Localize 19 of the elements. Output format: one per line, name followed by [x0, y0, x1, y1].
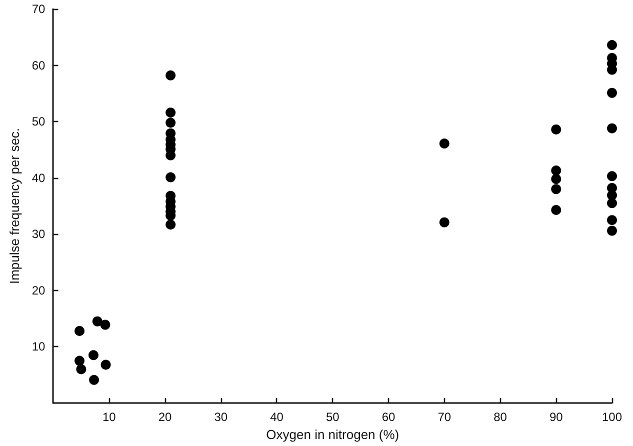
x-axis-title: Oxygen in nitrogen (%)	[266, 426, 400, 442]
y-tick-label: 50	[32, 114, 46, 129]
x-tick-label: 20	[158, 410, 172, 424]
y-tick-label: 70	[32, 2, 46, 16]
y-tick-label: 60	[32, 58, 46, 72]
x-tick-label: 70	[438, 410, 452, 424]
y-tick-label: 40	[32, 170, 46, 185]
x-tick-label: 100	[602, 410, 622, 424]
y-tick-label: 30	[32, 227, 46, 242]
x-tick-label: 60	[382, 410, 396, 424]
x-tick-label: 10	[102, 410, 116, 424]
x-tick-label: 90	[549, 410, 564, 424]
x-tick-label: 40	[270, 410, 284, 424]
y-axis-title: Impulse frequency per sec.	[7, 128, 22, 284]
x-tick-label: 30	[214, 410, 228, 424]
x-tick-label: 50	[326, 410, 340, 424]
y-tick-label: 10	[32, 340, 46, 354]
x-tick-label: 80	[494, 410, 508, 424]
y-tick-label: 20	[32, 283, 46, 298]
